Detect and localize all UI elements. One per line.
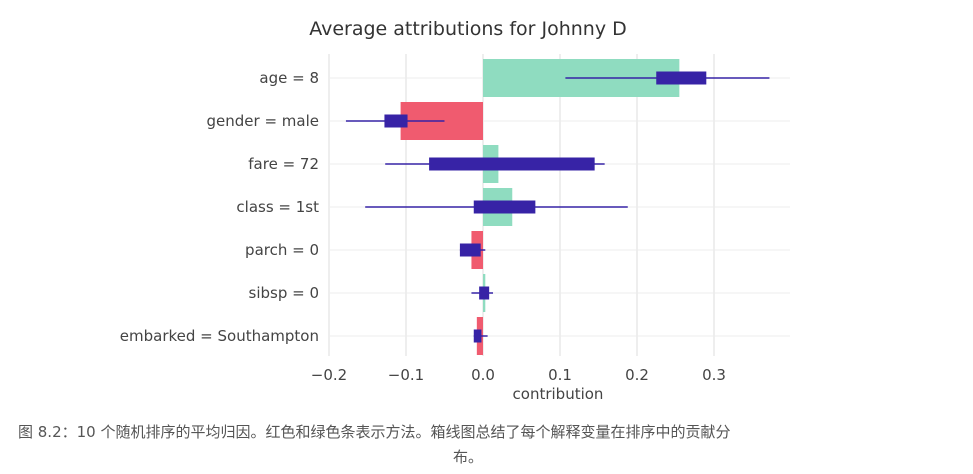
x-tick-labels: −0.2 −0.1 0.0 0.1 0.2 0.3 — [311, 366, 726, 384]
boxplot-box — [656, 71, 707, 85]
variable-labels: age = 8 gender = male fare = 72 class = 1st… — [120, 69, 319, 345]
variable-label: gender = male — [207, 112, 319, 130]
variable-label: age = 8 — [259, 69, 319, 87]
chart-title: Average attributions for Johnny D — [309, 18, 627, 40]
attribution-boxplots — [345, 71, 770, 343]
variable-label: fare = 72 — [248, 155, 319, 173]
caption-line-2: 布。 — [452, 448, 483, 466]
boxplot-box — [479, 286, 490, 300]
x-tick-label: 0.0 — [471, 366, 495, 384]
x-tick-label: 0.3 — [702, 366, 726, 384]
variable-label: sibsp = 0 — [249, 284, 320, 302]
x-tick-label: −0.2 — [311, 366, 347, 384]
x-tick-label: 0.2 — [625, 366, 649, 384]
boxplot-box — [473, 200, 536, 214]
x-axis-label: contribution — [513, 385, 604, 403]
grid-lines — [328, 54, 790, 356]
x-tick-label: 0.1 — [548, 366, 572, 384]
variable-label: embarked = Southampton — [120, 327, 319, 345]
variable-label: parch = 0 — [245, 241, 319, 259]
boxplot-box — [473, 329, 482, 343]
attribution-chart: age = 8 gender = male fare = 72 class = 1st… — [120, 18, 790, 403]
boxplot-box — [429, 157, 595, 171]
x-tick-label: −0.1 — [388, 366, 424, 384]
boxplot-box — [384, 114, 408, 128]
variable-label: class = 1st — [236, 198, 319, 216]
caption-line-1: 图 8.2：10 个随机排序的平均归因。红色和绿色条表示方法。箱线图总结了每个解… — [18, 423, 731, 441]
figure-caption: 图 8.2：10 个随机排序的平均归因。红色和绿色条表示方法。箱线图总结了每个解… — [18, 420, 918, 470]
boxplot-box — [459, 243, 481, 257]
